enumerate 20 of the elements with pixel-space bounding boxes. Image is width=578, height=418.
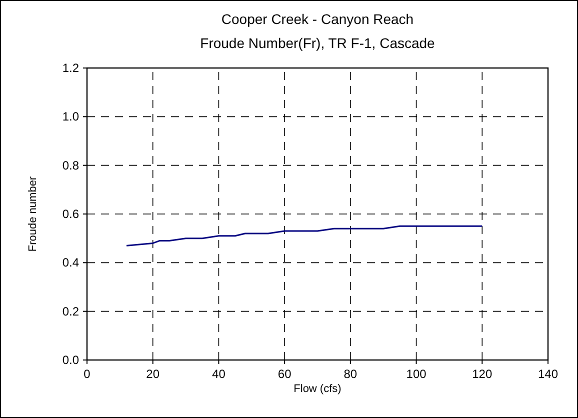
x-tick-label: 0: [84, 367, 91, 381]
y-tick-label: 0.4: [62, 256, 80, 270]
y-axis-title: Froude number: [27, 176, 39, 252]
chart-subtitle: Froude Number(Fr), TR F-1, Cascade: [200, 35, 436, 51]
x-tick-label: 100: [406, 367, 427, 381]
chart-title: Cooper Creek - Canyon Reach: [221, 11, 414, 27]
y-tick-label: 0.6: [62, 207, 80, 221]
y-tick-label: 1.0: [62, 110, 80, 124]
y-tick-label: 0.0: [62, 353, 80, 367]
line-series: [126, 225, 483, 246]
y-tick-label: 1.2: [62, 61, 80, 75]
y-tick-label: 0.2: [62, 304, 80, 318]
x-tick-label: 20: [146, 367, 160, 381]
x-tick-label: 140: [538, 367, 558, 381]
y-tick-label: 0.8: [62, 158, 80, 172]
x-tick-label: 120: [472, 367, 492, 381]
x-axis-title: Flow (cfs): [294, 383, 342, 395]
x-tick-label: 60: [278, 367, 292, 381]
x-tick-label: 80: [344, 367, 358, 381]
x-tick-label: 40: [212, 367, 226, 381]
